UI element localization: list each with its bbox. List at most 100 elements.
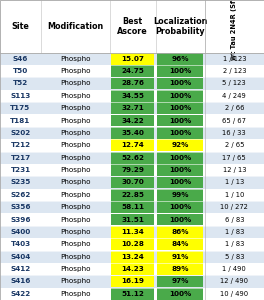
Text: 100%: 100%	[169, 155, 191, 161]
Bar	[0, 288, 41, 300]
Text: 35.40: 35.40	[121, 130, 144, 136]
Bar	[111, 65, 154, 77]
Text: 91%: 91%	[172, 254, 189, 260]
Bar	[157, 251, 203, 262]
Text: 34.55: 34.55	[121, 93, 144, 99]
Text: 52.62: 52.62	[121, 155, 144, 161]
Text: S412: S412	[10, 266, 31, 272]
Bar	[205, 238, 264, 250]
Text: 28.76: 28.76	[121, 80, 144, 86]
Bar	[156, 77, 205, 90]
Text: 96%: 96%	[171, 56, 189, 62]
Text: 100%: 100%	[169, 68, 191, 74]
Bar	[41, 77, 110, 90]
Bar	[111, 251, 154, 262]
Text: 16.19: 16.19	[121, 278, 144, 284]
Bar	[157, 275, 203, 287]
Bar	[157, 90, 203, 102]
Bar	[41, 213, 110, 226]
Bar	[156, 263, 205, 275]
Text: 15.07: 15.07	[121, 56, 144, 62]
Text: Phospho: Phospho	[60, 142, 91, 148]
Text: 97%: 97%	[172, 278, 189, 284]
Bar	[110, 263, 156, 275]
Bar	[157, 226, 203, 238]
Text: 79.29: 79.29	[121, 167, 144, 173]
Bar	[110, 127, 156, 139]
Text: T212: T212	[10, 142, 31, 148]
Bar	[156, 238, 205, 250]
Text: Phospho: Phospho	[60, 93, 91, 99]
Bar	[0, 102, 41, 114]
Text: 13.24: 13.24	[121, 254, 144, 260]
Text: T403: T403	[10, 241, 31, 247]
Text: 31.51: 31.51	[121, 217, 144, 223]
Bar	[205, 189, 264, 201]
Bar	[110, 152, 156, 164]
Text: 1 / 13: 1 / 13	[225, 179, 244, 185]
Bar	[0, 263, 41, 275]
Bar	[0, 90, 41, 102]
Text: 2 / 66: 2 / 66	[225, 105, 244, 111]
Bar	[110, 176, 156, 189]
Bar	[205, 176, 264, 189]
Bar	[0, 152, 41, 164]
Text: 34.22: 34.22	[121, 118, 144, 124]
Bar	[0, 250, 41, 263]
Bar	[0, 201, 41, 213]
Text: 17 / 65: 17 / 65	[223, 155, 246, 161]
Bar	[157, 127, 203, 139]
Text: 4 / 249: 4 / 249	[223, 93, 246, 99]
Bar	[41, 102, 110, 114]
Bar	[205, 139, 264, 152]
Text: 2 / 65: 2 / 65	[225, 142, 244, 148]
Bar	[157, 115, 203, 127]
Bar	[156, 213, 205, 226]
Text: 11.34: 11.34	[121, 229, 144, 235]
Text: Site: Site	[12, 22, 29, 31]
Bar	[110, 164, 156, 176]
Text: 84%: 84%	[172, 241, 189, 247]
Bar	[205, 263, 264, 275]
Bar	[110, 114, 156, 127]
Bar	[41, 139, 110, 152]
Text: Phospho: Phospho	[60, 254, 91, 260]
Text: 12.74: 12.74	[121, 142, 144, 148]
Text: Localization
Probability: Localization Probability	[153, 16, 207, 36]
Text: S262: S262	[10, 192, 31, 198]
Text: S416: S416	[10, 278, 31, 284]
Text: Phospho: Phospho	[60, 68, 91, 74]
Bar	[110, 238, 156, 250]
Bar	[41, 127, 110, 139]
Text: Modification: Modification	[47, 22, 103, 31]
Bar	[110, 275, 156, 288]
Text: Phospho: Phospho	[60, 105, 91, 111]
Text: T175: T175	[10, 105, 31, 111]
Text: T231: T231	[10, 167, 31, 173]
Bar	[156, 90, 205, 102]
Text: 58.11: 58.11	[121, 204, 144, 210]
Bar	[111, 176, 154, 188]
Bar	[41, 288, 110, 300]
Text: S400: S400	[10, 229, 31, 235]
Text: 6 / 83: 6 / 83	[225, 217, 244, 223]
Text: 32.71: 32.71	[121, 105, 144, 111]
Text: Phospho: Phospho	[60, 56, 91, 62]
Text: 12 / 490: 12 / 490	[220, 278, 248, 284]
Bar	[111, 115, 154, 127]
Text: Phospho: Phospho	[60, 192, 91, 198]
Bar	[41, 114, 110, 127]
Bar	[156, 275, 205, 288]
Text: 16 / 33: 16 / 33	[223, 130, 246, 136]
Bar	[41, 0, 110, 52]
Bar	[0, 189, 41, 201]
Text: Phospho: Phospho	[60, 278, 91, 284]
Bar	[156, 65, 205, 77]
Text: S422: S422	[10, 291, 31, 297]
Bar	[41, 263, 110, 275]
Text: 65 / 67: 65 / 67	[222, 118, 246, 124]
Text: Phospho: Phospho	[60, 204, 91, 210]
Bar	[111, 238, 154, 250]
Bar	[41, 90, 110, 102]
Bar	[156, 0, 205, 52]
